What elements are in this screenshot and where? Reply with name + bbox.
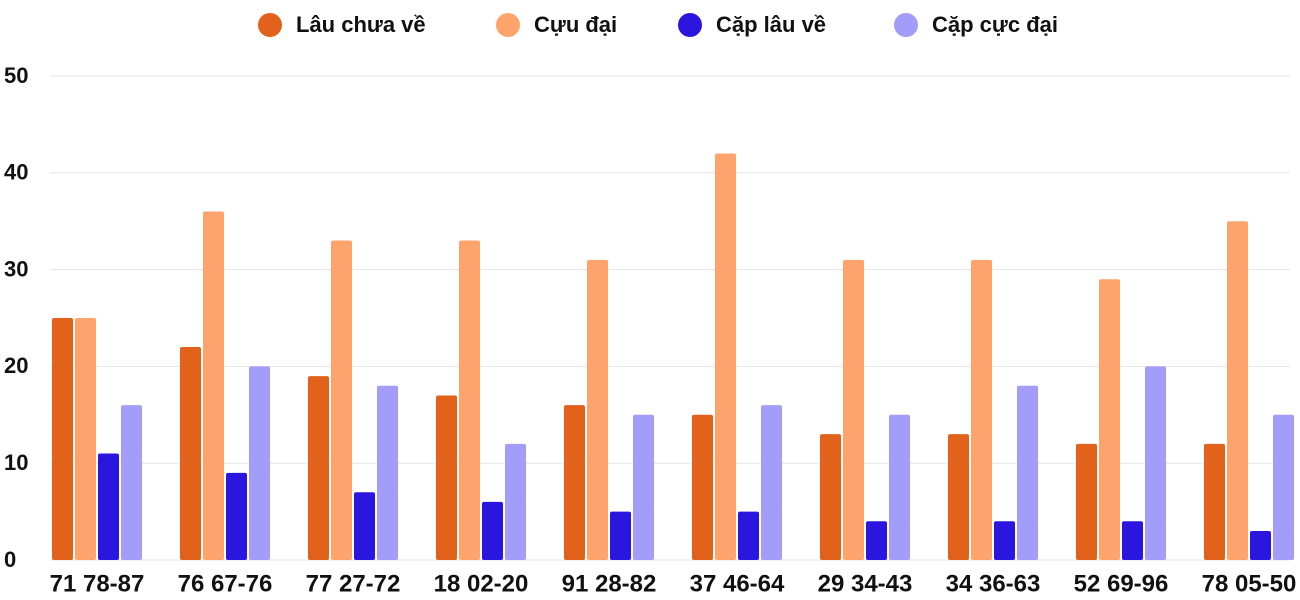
- bar: [459, 240, 480, 560]
- bar: [889, 414, 910, 560]
- y-tick-label: 40: [4, 160, 28, 185]
- bar: [564, 405, 585, 560]
- x-tick-label: 76 67-76: [178, 570, 273, 597]
- bar: [1122, 521, 1143, 560]
- x-tick-label: 78 05-50: [1202, 570, 1297, 597]
- bar: [505, 443, 526, 560]
- x-tick-label: 29 34-43: [818, 570, 913, 597]
- bar: [226, 472, 247, 560]
- bar: [738, 511, 759, 560]
- bar: [971, 259, 992, 560]
- y-tick-label: 0: [4, 547, 16, 572]
- legend-marker: [258, 13, 282, 37]
- y-tick-label: 30: [4, 256, 28, 281]
- bar: [377, 385, 398, 560]
- bar: [331, 240, 352, 560]
- bar: [75, 318, 96, 560]
- bar: [1076, 443, 1097, 560]
- bar: [1099, 279, 1120, 560]
- y-tick-label: 50: [4, 63, 28, 88]
- legend-label: Lâu chưa về: [296, 12, 426, 37]
- bar: [994, 521, 1015, 560]
- x-tick-label: 34 36-63: [946, 570, 1041, 597]
- bar: [308, 376, 329, 560]
- legend-marker: [894, 13, 918, 37]
- bar: [843, 259, 864, 560]
- x-tick-label: 71 78-87: [50, 570, 145, 597]
- x-tick-label: 52 69-96: [1074, 570, 1169, 597]
- bar: [249, 366, 270, 560]
- y-tick-label: 10: [4, 450, 28, 475]
- bar: [948, 434, 969, 560]
- bar: [866, 521, 887, 560]
- bar: [203, 211, 224, 560]
- bar: [610, 511, 631, 560]
- bar: [98, 453, 119, 560]
- bar: [587, 259, 608, 560]
- bar: [715, 153, 736, 560]
- legend-label: Cặp cực đại: [932, 12, 1058, 37]
- legend-marker: [678, 13, 702, 37]
- bar: [482, 501, 503, 560]
- x-tick-label: 91 28-82: [562, 570, 657, 597]
- bar: [1204, 443, 1225, 560]
- bar: [820, 434, 841, 560]
- bar: [1273, 414, 1294, 560]
- bar: [436, 395, 457, 560]
- x-tick-label: 37 46-64: [690, 570, 785, 597]
- bar: [1017, 385, 1038, 560]
- bar: [180, 347, 201, 560]
- bar: [1250, 530, 1271, 560]
- legend-marker: [496, 13, 520, 37]
- bar: [52, 318, 73, 560]
- y-tick-label: 20: [4, 353, 28, 378]
- x-tick-label: 18 02-20: [434, 570, 529, 597]
- bar: [121, 405, 142, 560]
- bar: [692, 414, 713, 560]
- bar: [761, 405, 782, 560]
- bar: [1227, 221, 1248, 560]
- legend-label: Cặp lâu về: [716, 12, 826, 37]
- bar: [633, 414, 654, 560]
- legend-label: Cựu đại: [534, 12, 617, 37]
- bar: [1145, 366, 1166, 560]
- x-tick-label: 77 27-72: [306, 570, 401, 597]
- bar: [354, 492, 375, 560]
